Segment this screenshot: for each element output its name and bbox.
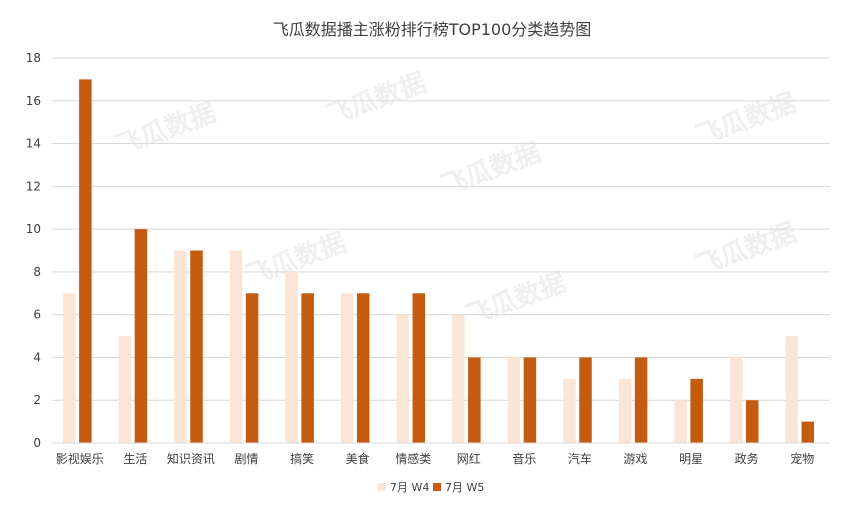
bar-w5-8 xyxy=(523,357,537,443)
y-tick-label: 14 xyxy=(26,137,41,151)
bar-w4-6 xyxy=(396,314,410,443)
x-category-label: 情感类 xyxy=(395,451,431,466)
bar-w5-5 xyxy=(356,293,370,443)
bars xyxy=(63,79,815,443)
x-category-label: 影视娱乐 xyxy=(56,451,104,466)
x-axis-labels: 影视娱乐 生活 知识资讯 剧情 搞笑 美食 情感类 网红 音乐 汽车 游戏 明星 政务 宠物 xyxy=(56,451,814,466)
y-tick-label: 10 xyxy=(26,222,41,236)
x-category-label: 宠物 xyxy=(790,451,814,466)
bar-w5-0 xyxy=(79,79,92,443)
grid-lines xyxy=(52,57,830,401)
bar-w4-13 xyxy=(785,336,799,443)
bar-w4-3 xyxy=(229,250,243,443)
y-tick-label: 16 xyxy=(26,94,41,108)
x-category-label: 美食 xyxy=(346,451,370,466)
y-tick-label: 2 xyxy=(33,393,41,407)
bar-w4-10 xyxy=(618,378,632,443)
bar-w4-12 xyxy=(729,357,743,443)
x-category-label: 剧情 xyxy=(234,452,258,466)
y-tick-label: 12 xyxy=(26,179,41,193)
watermark-text: 飞瓜数据 xyxy=(112,98,220,162)
x-category-label: 生活 xyxy=(123,452,147,466)
legend-label: 7月 W5 xyxy=(445,481,484,494)
bar-w4-7 xyxy=(452,314,465,443)
bar-w5-12 xyxy=(745,400,759,443)
x-category-label: 音乐 xyxy=(512,451,536,466)
bar-w4-8 xyxy=(507,357,521,443)
x-category-label: 知识资讯 xyxy=(167,452,215,466)
x-category-label: 游戏 xyxy=(623,452,647,466)
x-category-label: 网红 xyxy=(457,451,481,466)
watermark-text: 飞瓜数据 xyxy=(437,138,545,202)
watermark-text: 飞瓜数据 xyxy=(692,88,800,152)
bar-w4-2 xyxy=(174,250,187,443)
watermark-text: 飞瓜数据 xyxy=(462,268,570,332)
x-category-label: 政务 xyxy=(735,451,759,466)
chart-title: 飞瓜数据播主涨粉排行榜TOP100分类趋势图 xyxy=(273,20,592,39)
bar-w5-10 xyxy=(634,357,648,443)
y-tick-label: 18 xyxy=(26,51,41,65)
bar-w5-2 xyxy=(190,250,203,443)
bar-w5-11 xyxy=(690,378,703,443)
bar-w4-11 xyxy=(674,400,687,443)
x-category-label: 搞笑 xyxy=(290,451,314,466)
bar-w5-4 xyxy=(301,293,314,443)
bar-w5-3 xyxy=(245,293,259,443)
bar-w5-7 xyxy=(468,357,481,443)
bar-w4-5 xyxy=(340,293,354,443)
y-tick-label: 4 xyxy=(33,350,41,364)
legend-label: 7月 W4 xyxy=(390,481,429,494)
y-tick-label: 0 xyxy=(33,436,41,450)
bar-w5-1 xyxy=(134,229,148,443)
bar-w5-6 xyxy=(412,293,426,443)
bar-w4-0 xyxy=(63,293,76,443)
watermark-text: 飞瓜数据 xyxy=(322,68,430,132)
y-tick-label: 6 xyxy=(33,308,41,322)
y-tick-label: 8 xyxy=(33,265,41,279)
bar-w4-4 xyxy=(285,271,298,443)
x-category-label: 明星 xyxy=(679,452,703,466)
legend-swatch xyxy=(378,483,386,491)
y-axis-ticks: 0 2 4 6 8 10 12 14 16 18 xyxy=(26,51,41,450)
legend-swatch xyxy=(433,483,441,491)
x-category-label: 汽车 xyxy=(568,451,592,466)
bar-w4-1 xyxy=(118,336,132,443)
bar-w5-9 xyxy=(579,357,592,443)
legend: 7月 W4 7月 W5 xyxy=(378,481,484,494)
bar-w4-9 xyxy=(563,378,576,443)
bar-w5-13 xyxy=(801,421,815,443)
